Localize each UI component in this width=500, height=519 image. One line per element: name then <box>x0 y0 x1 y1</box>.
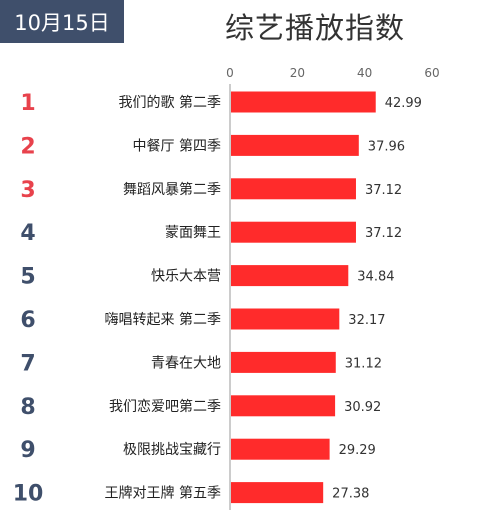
x-tick-label: 40 <box>357 66 372 80</box>
category-label: 我们恋爱吧第二季 <box>109 398 221 415</box>
x-tick-label: 60 <box>424 66 439 80</box>
value-label: 37.96 <box>368 139 405 154</box>
bar <box>231 395 336 417</box>
bar <box>231 178 356 200</box>
rank-number: 5 <box>20 265 35 290</box>
chart-title: 综艺播放指数 <box>224 11 405 45</box>
bar <box>231 265 349 287</box>
x-tick-label: 0 <box>226 66 234 80</box>
value-label: 37.12 <box>365 183 402 198</box>
category-label: 青春在大地 <box>151 355 221 371</box>
bar <box>231 482 324 504</box>
value-label: 27.38 <box>332 487 369 502</box>
value-label: 42.99 <box>385 96 422 111</box>
bar <box>231 91 376 113</box>
category-label: 我们的歌 第二季 <box>119 94 221 111</box>
value-label: 31.12 <box>345 356 382 371</box>
category-label: 中餐厅 第四季 <box>133 137 221 154</box>
bar <box>231 351 336 373</box>
value-label: 32.17 <box>348 313 385 328</box>
rank-number: 7 <box>20 351 35 376</box>
rank-number: 8 <box>20 395 35 420</box>
category-label: 极限挑战宝藏行 <box>123 442 221 458</box>
rank-number: 3 <box>20 178 35 203</box>
rank-number: 4 <box>20 221 35 246</box>
value-label: 34.84 <box>357 270 394 285</box>
date-badge: 10月15日 <box>0 0 124 43</box>
category-label: 快乐大本营 <box>151 269 221 285</box>
value-label: 29.29 <box>339 443 376 458</box>
category-label: 舞蹈风暴第二季 <box>123 181 221 198</box>
bar <box>231 438 330 460</box>
x-tick-label: 20 <box>290 66 305 80</box>
category-label: 王牌对王牌 第五季 <box>105 485 221 502</box>
rank-number: 6 <box>20 308 35 333</box>
category-label: 蒙面舞王 <box>165 225 221 241</box>
category-label: 嗨唱转起来 第二季 <box>105 311 221 328</box>
rank-number: 10 <box>13 482 44 507</box>
bar <box>231 221 356 243</box>
value-label: 37.12 <box>365 226 402 241</box>
value-label: 30.92 <box>344 400 381 415</box>
rank-number: 1 <box>20 91 35 116</box>
bar <box>231 308 340 330</box>
bar <box>231 134 359 156</box>
rank-number: 9 <box>20 438 35 463</box>
rank-number: 2 <box>20 134 35 159</box>
